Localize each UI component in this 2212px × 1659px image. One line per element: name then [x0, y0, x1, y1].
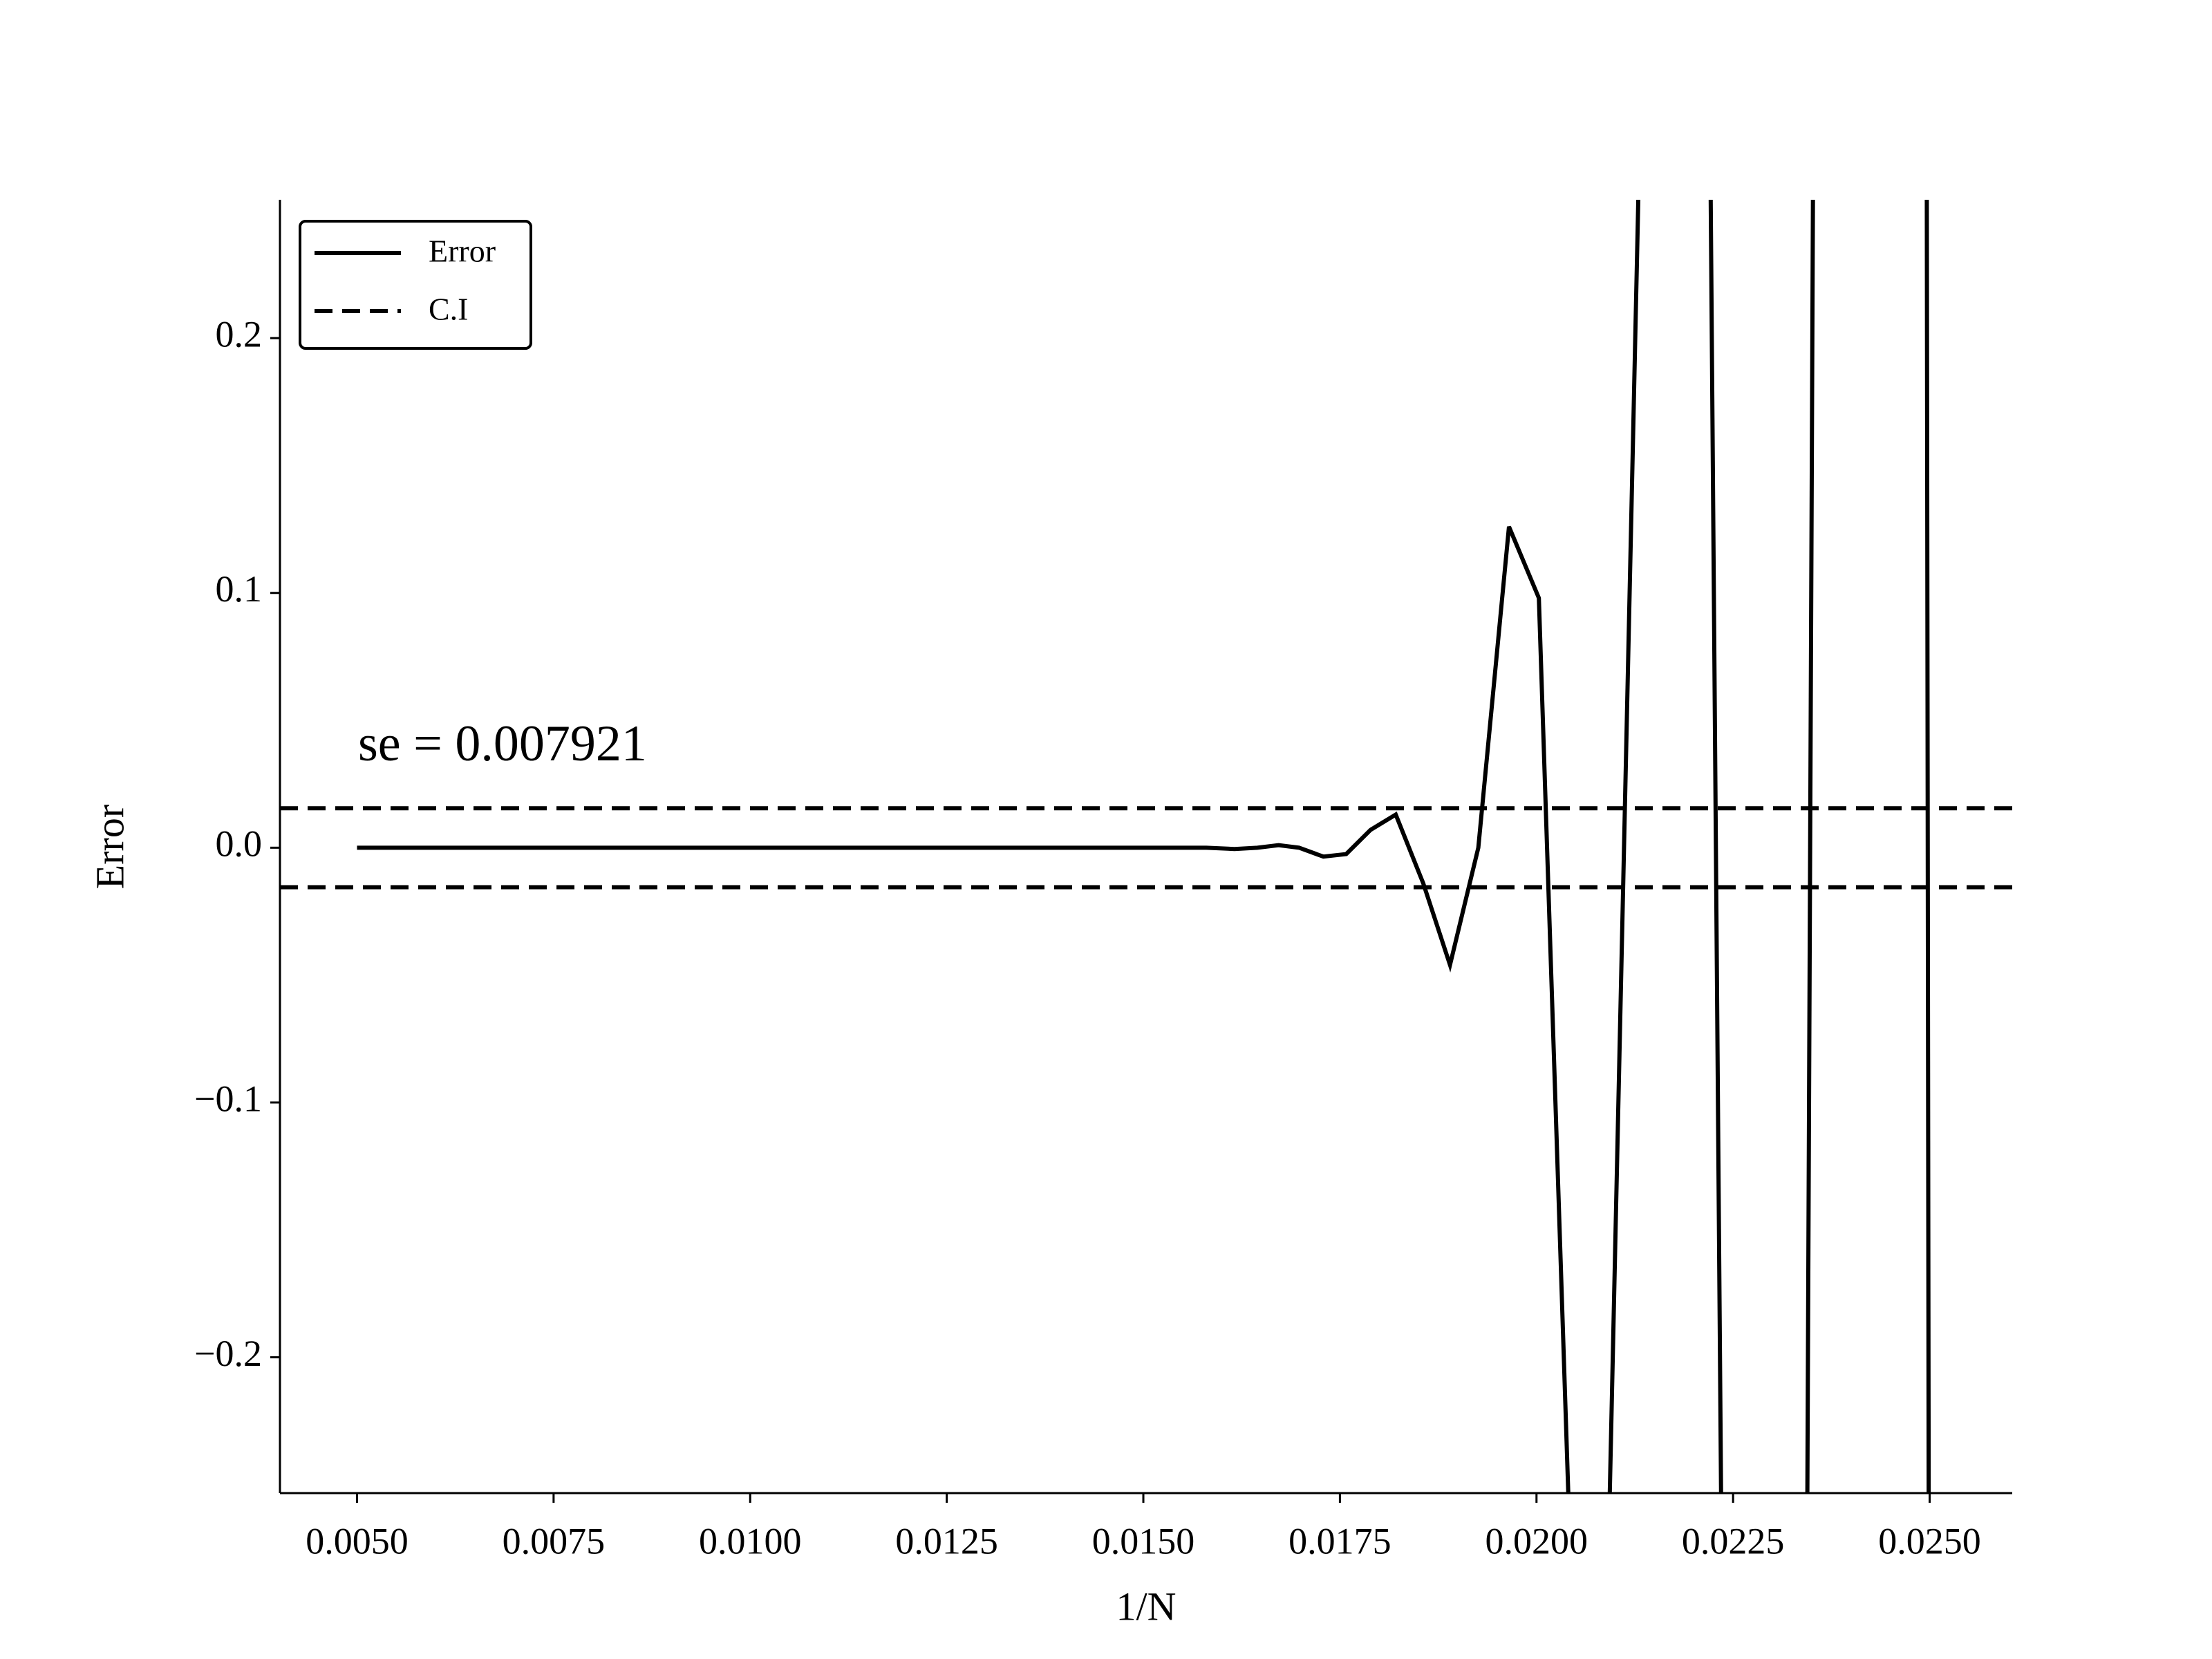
- x-tick-label: 0.0150: [1092, 1520, 1195, 1562]
- x-tick-label: 0.0075: [503, 1520, 606, 1562]
- x-tick-label: 0.0200: [1485, 1520, 1588, 1562]
- x-tick-label: 0.0125: [895, 1520, 998, 1562]
- y-axis-label: Error: [87, 805, 132, 889]
- y-tick-label: −0.1: [194, 1078, 262, 1119]
- y-tick-label: −0.2: [194, 1333, 262, 1374]
- x-tick-label: 0.0100: [699, 1520, 802, 1562]
- plot-area: [280, 200, 2012, 1493]
- y-tick-label: 0.0: [216, 823, 263, 865]
- x-tick-label: 0.0175: [1288, 1520, 1391, 1562]
- x-axis-label: 1/N: [1116, 1584, 1177, 1629]
- legend-label: Error: [429, 234, 496, 269]
- y-tick-label: 0.2: [216, 314, 263, 355]
- legend-label: C.I: [429, 292, 469, 327]
- x-tick-label: 0.0225: [1682, 1520, 1785, 1562]
- y-tick-label: 0.1: [216, 568, 263, 610]
- x-tick-label: 0.0250: [1878, 1520, 1981, 1562]
- error-line: [357, 200, 1931, 1493]
- x-tick-label: 0.0050: [306, 1520, 409, 1562]
- annotation: se = 0.007921: [358, 715, 647, 772]
- legend-box: [299, 220, 532, 350]
